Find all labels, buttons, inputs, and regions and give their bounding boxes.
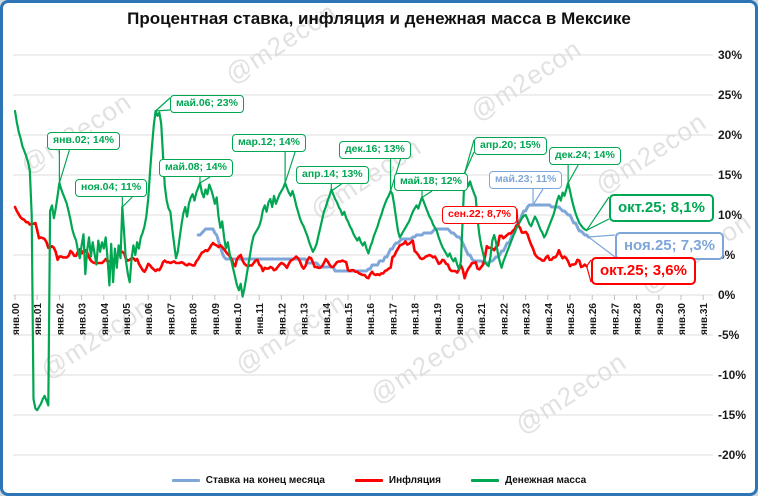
- x-axis-label: янв.30: [677, 303, 688, 335]
- callout-money-11: дек.24; 14%: [549, 147, 621, 165]
- y-axis-label: -5%: [718, 328, 740, 342]
- callout-leader-line: [464, 151, 475, 174]
- legend-item-money: Денежная масса: [470, 475, 587, 486]
- x-axis-label: янв.14: [322, 303, 333, 335]
- legend-label: Денежная масса: [504, 475, 587, 486]
- x-axis-label: янв.10: [233, 303, 244, 335]
- y-axis-label: 20%: [718, 128, 742, 142]
- callout-money-1: ноя.04; 11%: [75, 179, 148, 197]
- callout-leader-line: [588, 236, 616, 258]
- y-axis-label: 15%: [718, 168, 742, 182]
- callout-money-12: окт.25; 8,1%: [609, 194, 714, 222]
- x-axis-label: янв.07: [166, 303, 177, 335]
- callout-money-3: май.08; 14%: [159, 159, 233, 177]
- x-axis-label: янв.00: [11, 303, 22, 335]
- callout-money-0: янв.02; 14%: [47, 132, 120, 150]
- callout-leader-line: [155, 109, 171, 112]
- y-axis-label: 25%: [718, 88, 742, 102]
- x-axis-label: янв.19: [433, 303, 444, 335]
- callout-rate-13: ноя.25; 7,3%: [615, 232, 724, 260]
- chart-title: Процентная ставка, инфляция и денежная м…: [127, 9, 631, 28]
- x-axis-label: янв.16: [366, 303, 377, 335]
- x-axis-label: янв.05: [122, 303, 133, 335]
- x-axis-label: янв.28: [633, 303, 644, 335]
- callout-leader-line: [532, 188, 544, 206]
- rate-series-line: [196, 203, 590, 273]
- x-axis-label: янв.25: [566, 303, 577, 335]
- x-axis-label: янв.08: [189, 303, 200, 335]
- x-axis-label: янв.12: [277, 303, 288, 335]
- legend-label: Ставка на конец месяца: [205, 475, 325, 486]
- money-series-line: [13, 109, 588, 412]
- callout-leader-line: [284, 151, 296, 184]
- callout-money-2: май.06; 23%: [170, 95, 244, 113]
- callout-leader-line: [421, 190, 433, 198]
- callout-money-7: май.18; 12%: [394, 173, 468, 191]
- callout-inflation-9: сен.22; 8,7%: [442, 206, 517, 224]
- legend-swatch-inflation: [354, 479, 383, 482]
- callout-money-6: дек.16; 13%: [339, 141, 411, 159]
- y-axis-label: 10%: [718, 208, 742, 222]
- x-axis-label: янв.13: [300, 303, 311, 335]
- callout-money-8: апр.20; 15%: [474, 137, 547, 155]
- x-axis-label: янв.24: [544, 303, 555, 335]
- x-axis-label: янв.18: [411, 303, 422, 335]
- callout-leader-line: [586, 259, 592, 267]
- callout-leader-line: [586, 196, 610, 231]
- legend-swatch-rate: [171, 479, 200, 482]
- legend-item-rate: Ставка на конец месяца: [171, 475, 325, 486]
- y-axis-label: -15%: [718, 408, 746, 422]
- x-axis-label: янв.02: [55, 303, 66, 335]
- y-axis-label: 0%: [718, 288, 736, 302]
- legend-item-inflation: Инфляция: [354, 475, 441, 486]
- x-axis-label: янв.11: [255, 303, 266, 335]
- callout-leader-line: [331, 183, 342, 192]
- x-axis-label: янв.23: [522, 303, 533, 335]
- callout-leader-line: [588, 234, 616, 238]
- x-axis-label: янв.26: [588, 303, 599, 335]
- x-axis-label: янв.03: [78, 303, 89, 335]
- x-axis-label: янв.20: [455, 303, 466, 335]
- x-axis-label: янв.09: [211, 303, 222, 335]
- x-axis-label: янв.29: [655, 303, 666, 335]
- callout-leader-line: [586, 218, 610, 231]
- callout-leader-line: [586, 266, 592, 283]
- x-axis-label: янв.17: [388, 303, 399, 335]
- callout-leader-line: [463, 139, 475, 174]
- y-axis-label: -10%: [718, 368, 746, 382]
- x-axis-label: янв.06: [144, 303, 155, 335]
- callout-leader-line: [516, 220, 519, 226]
- x-axis-label: янв.04: [100, 303, 111, 335]
- x-axis-label: янв.27: [610, 303, 621, 335]
- x-axis-label: янв.01: [33, 303, 44, 335]
- callout-leader-line: [58, 149, 70, 184]
- y-axis-label: -20%: [718, 448, 746, 462]
- legend: Ставка на конец месяца Инфляция Денежная м…: [3, 475, 755, 486]
- callout-rate-10: май.23; 11%: [489, 171, 563, 189]
- x-axis-label: янв.15: [344, 303, 355, 335]
- y-axis-label: 30%: [718, 48, 742, 62]
- callout-money-4: мар.12; 14%: [232, 134, 306, 152]
- legend-label: Инфляция: [388, 475, 441, 486]
- callout-inflation-14: окт.25; 3,6%: [591, 257, 696, 285]
- legend-swatch-money: [470, 479, 499, 482]
- callout-leader-line: [121, 196, 133, 208]
- callout-leader-line: [155, 97, 171, 112]
- x-axis-label: янв.22: [499, 303, 510, 335]
- callout-money-5: апр.14; 13%: [296, 166, 369, 184]
- x-axis-label: янв.21: [477, 303, 488, 335]
- callout-leader-line: [199, 176, 211, 184]
- callout-leader-line: [567, 164, 579, 184]
- x-axis-label: янв.31: [699, 303, 710, 335]
- plot-area: 30%25%20%15%10%5%0%-5%-10%-15%-20%янв.00…: [11, 48, 746, 462]
